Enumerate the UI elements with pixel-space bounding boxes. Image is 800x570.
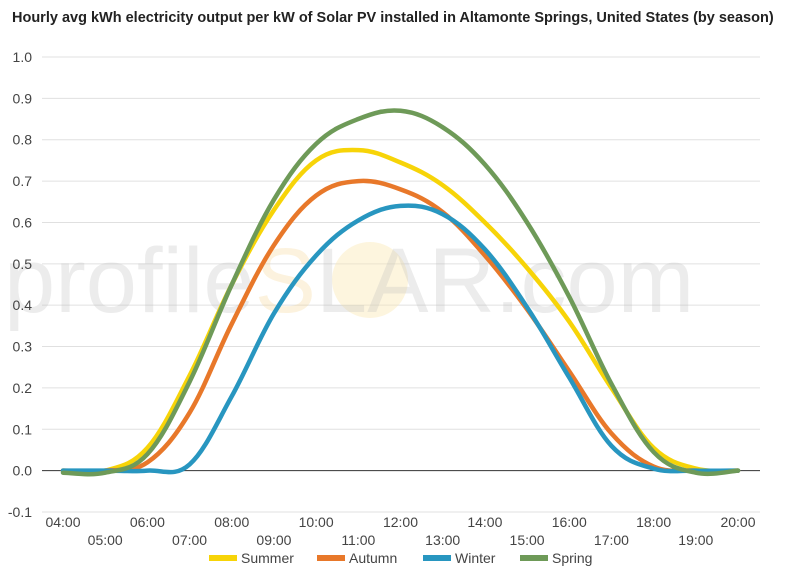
y-tick-label: 0.4 bbox=[13, 297, 33, 313]
y-tick-label: 0.1 bbox=[13, 421, 33, 437]
legend-label-autumn: Autumn bbox=[349, 550, 397, 566]
legend-swatch-autumn bbox=[317, 555, 345, 561]
legend-label-spring: Spring bbox=[552, 550, 592, 566]
x-tick-label: 09:00 bbox=[256, 532, 291, 548]
legend-swatch-winter bbox=[423, 555, 451, 561]
y-tick-label: 0.9 bbox=[13, 90, 33, 106]
watermark: profileSLAR.com bbox=[4, 230, 694, 332]
legend-swatch-spring bbox=[520, 555, 548, 561]
grid-lines bbox=[42, 56, 760, 513]
x-tick-label: 07:00 bbox=[172, 532, 207, 548]
x-tick-label: 17:00 bbox=[594, 532, 629, 548]
x-tick-label: 06:00 bbox=[130, 514, 165, 530]
watermark-sun bbox=[332, 242, 408, 318]
x-tick-label: 16:00 bbox=[552, 514, 587, 530]
legend-label-summer: Summer bbox=[241, 550, 294, 566]
legend-swatch-summer bbox=[209, 555, 237, 561]
series-line-autumn bbox=[60, 178, 741, 474]
x-tick-label: 15:00 bbox=[510, 532, 545, 548]
chart-title: Hourly avg kWh electricity output per kW… bbox=[12, 10, 774, 26]
x-tick-label: 04:00 bbox=[45, 514, 80, 530]
x-tick-label: 20:00 bbox=[720, 514, 755, 530]
x-tick-label: 13:00 bbox=[425, 532, 460, 548]
y-tick-label: 0.3 bbox=[13, 339, 33, 355]
x-tick-label: 12:00 bbox=[383, 514, 418, 530]
x-tick-label: 08:00 bbox=[214, 514, 249, 530]
series-lines bbox=[60, 108, 741, 477]
axes: -0.1 0.0 0.1 0.2 0.3 0.4 0.5 0.6 0.7 0.8 0.9 1.0 04:… bbox=[8, 49, 760, 548]
series-line-winter bbox=[60, 203, 741, 475]
legend-label-winter: Winter bbox=[455, 550, 496, 566]
watermark-text: profileSLAR.com bbox=[4, 230, 694, 332]
x-tick-label: 05:00 bbox=[88, 532, 123, 548]
y-tick-label: 0.2 bbox=[13, 380, 33, 396]
x-tick-label: 18:00 bbox=[636, 514, 671, 530]
legend: Summer Autumn Winter Spring bbox=[209, 550, 592, 566]
series-line-spring bbox=[60, 108, 741, 477]
y-tick-label: -0.1 bbox=[8, 504, 32, 520]
x-tick-label: 10:00 bbox=[299, 514, 334, 530]
y-tick-label: 0.6 bbox=[13, 214, 33, 230]
y-tick-label: 0.7 bbox=[13, 173, 33, 189]
x-tick-label: 11:00 bbox=[341, 532, 375, 548]
y-tick-label: 1.0 bbox=[13, 49, 33, 65]
y-tick-label: 0.8 bbox=[13, 132, 33, 148]
x-tick-label: 14:00 bbox=[467, 514, 502, 530]
y-tick-label: 0.0 bbox=[13, 463, 33, 479]
y-tick-label: 0.5 bbox=[13, 256, 33, 272]
x-tick-label: 19:00 bbox=[678, 532, 713, 548]
